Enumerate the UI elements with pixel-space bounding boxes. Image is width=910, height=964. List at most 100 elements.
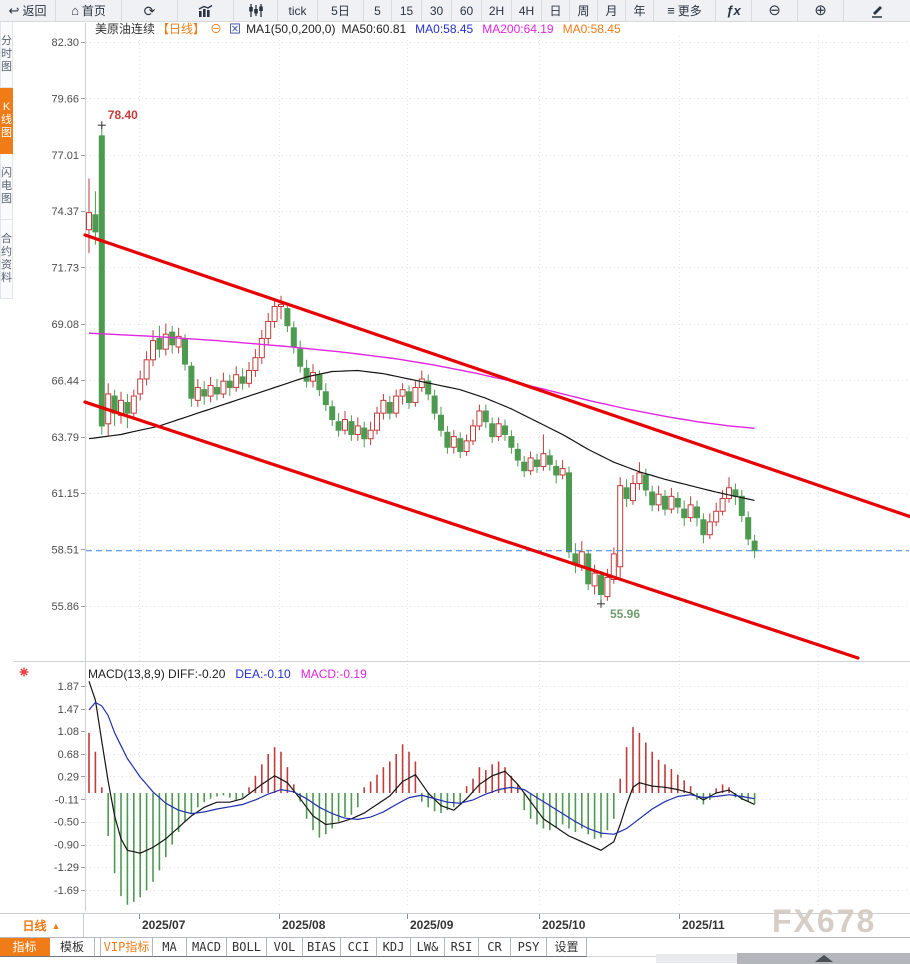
axes xyxy=(14,23,910,911)
tab-CCI[interactable]: CCI xyxy=(341,938,377,957)
tab-模板[interactable]: 模板 xyxy=(50,938,95,957)
tab-指标[interactable]: 指标 xyxy=(0,938,50,957)
tab-LW&[interactable]: LW& xyxy=(411,938,445,957)
indicator-tabs: 指标 模板 VIP指标 MA MACD BOLL VOL BIAS CCI KDJ LW& RSI CR… xyxy=(0,937,910,957)
svg-text:74.37: 74.37 xyxy=(51,206,79,218)
toolbar-button-周[interactable]: 周 xyxy=(570,0,598,21)
toolbar: ↩ 返回 ⌂ 首页 ⟳ tick 5日 5 15 30 60 2H 4H 日周月年 ≡ 更多 ƒx ⊖ ⊕ xyxy=(0,0,910,22)
toolbar-button-pen-icon[interactable] xyxy=(844,0,910,21)
toolbar-button-label: 5日 xyxy=(331,4,350,18)
tab-VOL[interactable]: VOL xyxy=(267,938,303,957)
toolbar-button-label: 返回 xyxy=(22,4,47,18)
home-icon: ⌂ xyxy=(71,3,79,18)
high-price-label: 78.40 xyxy=(108,108,138,122)
toolbar-button-tick[interactable]: tick xyxy=(278,0,318,21)
svg-text:1.87: 1.87 xyxy=(58,681,79,693)
toolbar-button-zoom-out-icon[interactable]: ⊖ xyxy=(752,0,798,21)
macd-lines xyxy=(88,681,755,854)
svg-text:0.68: 0.68 xyxy=(58,749,79,761)
toolbar-button-kline-style-icon[interactable] xyxy=(234,0,278,21)
svg-text:71.73: 71.73 xyxy=(51,262,79,274)
sidebar-item-合约资料[interactable]: 合约资料 xyxy=(0,220,13,299)
macd-pane-title: MACD(13,8,9) DIFF:-0.20 DEA:-0.10 MACD:-0.… xyxy=(88,667,367,681)
bar-chart-icon xyxy=(198,4,213,17)
x-axis-row: 日线 ▲ 2025/07 2025/08 2025/09 2025/10 2025/11 xyxy=(0,913,910,937)
svg-text:0.29: 0.29 xyxy=(58,771,79,783)
toolbar-button-年[interactable]: 年 xyxy=(626,0,654,21)
toolbar-button-label: 更多 xyxy=(677,4,702,18)
svg-text:-0.90: -0.90 xyxy=(54,840,79,852)
toolbar-button-bar-chart-icon[interactable] xyxy=(178,0,234,21)
tab-MA[interactable]: MA xyxy=(153,938,187,957)
svg-text:-0.11: -0.11 xyxy=(55,794,79,806)
x-axis-month-label: 2025/07 xyxy=(142,918,186,932)
toolbar-button-zoom-in-icon[interactable]: ⊕ xyxy=(798,0,844,21)
toolbar-button-15[interactable]: 15 xyxy=(392,0,422,21)
x-axis-month-label: 2025/11 xyxy=(682,918,725,932)
x-axis-month-label: 2025/09 xyxy=(410,918,454,932)
macd-histogram xyxy=(88,727,756,905)
toolbar-button-refresh-icon[interactable]: ⟳ xyxy=(122,0,178,21)
toolbar-button-2H[interactable]: 2H xyxy=(482,0,512,21)
sidebar-item-闪电图[interactable]: 闪电图 xyxy=(0,154,13,220)
toolbar-button-label: 60 xyxy=(459,3,474,18)
trendline xyxy=(83,233,910,519)
chart-canvas[interactable]: 82.30 79.66 77.01 74.37 71.73 69.08 66.44 63.79… xyxy=(0,0,910,914)
svg-text:-1.29: -1.29 xyxy=(54,862,79,874)
svg-text:1.47: 1.47 xyxy=(58,704,79,716)
indicator-settings-icon[interactable] xyxy=(19,667,29,677)
toolbar-button-fx-icon[interactable]: ƒx xyxy=(716,0,752,21)
zoom-in-icon: ⊕ xyxy=(814,2,827,19)
toolbar-button-label: 首页 xyxy=(81,4,106,18)
x-axis-tick xyxy=(139,914,140,919)
toolbar-button-label: 4H xyxy=(518,3,535,18)
toolbar-button-30[interactable]: 30 xyxy=(422,0,452,21)
x-axis-month-label: 2025/08 xyxy=(282,918,326,932)
toolbar-button-返回[interactable]: ↩ 返回 xyxy=(0,0,56,21)
price-markers: 78.40 55.96 xyxy=(97,108,640,621)
tab-VIP指标[interactable]: VIP指标 xyxy=(101,938,153,957)
tab-MACD[interactable]: MACD xyxy=(187,938,227,957)
toolbar-button-日[interactable]: 日 xyxy=(542,0,570,21)
toolbar-button-60[interactable]: 60 xyxy=(452,0,482,21)
toolbar-button-月[interactable]: 月 xyxy=(598,0,626,21)
toolbar-button-更多[interactable]: ≡ 更多 xyxy=(654,0,716,21)
price-pane-title: 美原油连续 【日线】 ⊖ ⊠ MA1(50,0,200,0) MA50:60.81 MA0:… xyxy=(95,21,621,36)
svg-text:61.15: 61.15 xyxy=(51,488,79,500)
kline-style-icon xyxy=(248,4,264,17)
svg-text:79.66: 79.66 xyxy=(51,93,79,105)
tab-PSY[interactable]: PSY xyxy=(511,938,547,957)
toolbar-button-label: tick xyxy=(288,3,307,18)
toolbar-button-5日[interactable]: 5日 xyxy=(318,0,364,21)
sidebar-item-分时图[interactable]: 分时图 xyxy=(0,22,13,88)
moving-averages xyxy=(88,332,755,501)
scrollbar-track[interactable] xyxy=(656,954,737,963)
sidebar-item-K线图[interactable]: K线图 xyxy=(0,88,13,154)
trend-channel[interactable] xyxy=(83,233,910,660)
pen-icon xyxy=(870,4,884,18)
toolbar-button-label: 年 xyxy=(633,4,646,18)
x-axis-tick xyxy=(407,914,408,919)
toolbar-button-首页[interactable]: ⌂ 首页 xyxy=(56,0,122,21)
svg-text:1.08: 1.08 xyxy=(58,726,79,738)
toolbar-button-4H[interactable]: 4H xyxy=(512,0,542,21)
scrollbar-thumb[interactable] xyxy=(737,953,910,964)
tab-RSI[interactable]: RSI xyxy=(445,938,479,957)
tab-BOLL[interactable]: BOLL xyxy=(227,938,267,957)
period-selector[interactable]: 日线 ▲ xyxy=(0,914,84,937)
toolbar-button-label: 15 xyxy=(399,3,414,18)
tab-设置[interactable]: 设置 xyxy=(547,938,587,957)
refresh-icon: ⟳ xyxy=(143,2,156,19)
scroll-up-arrow-icon xyxy=(814,955,833,962)
svg-text:66.44: 66.44 xyxy=(51,375,79,387)
x-axis-tick xyxy=(279,914,280,919)
low-price-label: 55.96 xyxy=(610,607,640,621)
tab-BIAS[interactable]: BIAS xyxy=(303,938,341,957)
tab-CR[interactable]: CR xyxy=(479,938,511,957)
svg-text:77.01: 77.01 xyxy=(51,150,79,162)
toolbar-button-5[interactable]: 5 xyxy=(364,0,392,21)
tab-KDJ[interactable]: KDJ xyxy=(377,938,411,957)
chevron-up-icon: ▲ xyxy=(51,920,61,931)
x-axis-month-label: 2025/10 xyxy=(542,918,586,932)
